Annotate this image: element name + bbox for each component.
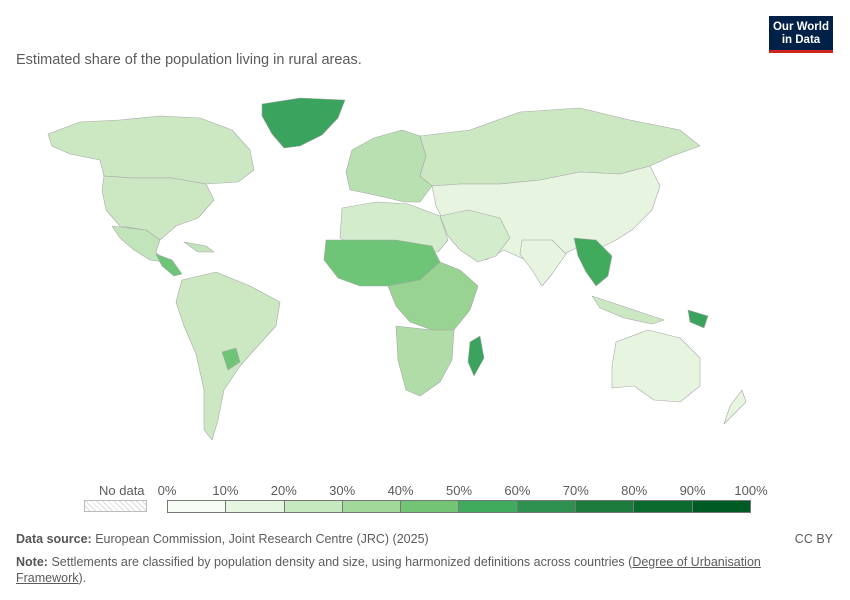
- license-label[interactable]: CC BY: [794, 532, 833, 546]
- owid-logo[interactable]: Our World in Data: [769, 16, 833, 53]
- region-usa[interactable]: [101, 175, 215, 241]
- legend-tick-label: 70%: [562, 483, 589, 498]
- legend-tick-label: 50%: [445, 483, 473, 498]
- legend-bin-3[interactable]: [342, 501, 402, 512]
- note-text: Settlements are classified by population…: [51, 555, 633, 569]
- legend-tick-label: 10%: [212, 483, 239, 498]
- legend-tick-label: 100%: [734, 483, 768, 498]
- legend-tick-label: 60%: [504, 483, 531, 498]
- legend-tick-label: 90%: [679, 483, 706, 498]
- note-end: ).: [78, 571, 87, 585]
- region-southern-africa[interactable]: [395, 325, 455, 397]
- region-central-america[interactable]: [155, 253, 183, 277]
- legend-tick-label: 80%: [621, 483, 648, 498]
- region-caribbean[interactable]: [183, 241, 215, 253]
- region-middle-east[interactable]: [439, 209, 511, 263]
- legend-bin-6[interactable]: [517, 501, 577, 512]
- legend-tick-label: 0%: [157, 483, 177, 498]
- legend-tick-label: 20%: [270, 483, 297, 498]
- map-subtitle: Estimated share of the population living…: [16, 52, 362, 68]
- region-indonesia[interactable]: [591, 295, 665, 325]
- legend-bin-7[interactable]: [576, 501, 635, 512]
- logo-line-2: in Data: [781, 33, 821, 46]
- region-greenland[interactable]: [261, 97, 346, 149]
- data-source: Data source: European Commission, Joint …: [16, 532, 429, 546]
- note-label: Note:: [16, 555, 48, 569]
- footer-note: Note: Settlements are classified by popu…: [16, 554, 786, 586]
- region-paraguay[interactable]: [221, 347, 241, 371]
- legend-bin-1[interactable]: [226, 501, 285, 512]
- legend-bin-2[interactable]: [284, 501, 343, 512]
- legend-bin-0[interactable]: [168, 501, 227, 512]
- logo-line-1: Our World: [772, 21, 829, 33]
- legend-color-bar[interactable]: [167, 500, 751, 513]
- legend-no-data-swatch: [84, 500, 147, 512]
- legend-tick-label: 40%: [387, 483, 414, 498]
- legend-bin-8[interactable]: [634, 501, 693, 512]
- region-europe[interactable]: [345, 129, 433, 203]
- legend-bin-9[interactable]: [692, 501, 750, 512]
- legend-bin-5[interactable]: [459, 501, 518, 512]
- legend-tick-label: 30%: [329, 483, 356, 498]
- legend-ticks: 0% 10% 20% 30% 40% 50% 60% 70% 80% 90% 100%: [158, 483, 768, 499]
- region-canada[interactable]: [47, 115, 255, 185]
- data-source-label: Data source:: [16, 532, 92, 546]
- degree-of-urbanisation-link[interactable]: Degree of Urbanisation Framework: [16, 555, 761, 585]
- legend-no-data-label: No data: [99, 483, 145, 498]
- region-new-zealand[interactable]: [723, 389, 747, 425]
- data-source-text: European Commission, Joint Research Cent…: [95, 532, 429, 546]
- region-australia[interactable]: [611, 329, 701, 403]
- legend-bin-4[interactable]: [401, 501, 460, 512]
- region-russia[interactable]: [419, 107, 701, 187]
- region-indochina[interactable]: [573, 237, 613, 287]
- region-india[interactable]: [519, 239, 567, 287]
- world-map[interactable]: [0, 90, 850, 470]
- region-central-africa[interactable]: [387, 261, 479, 331]
- region-madagascar[interactable]: [467, 335, 485, 377]
- region-papua-new-guinea[interactable]: [687, 309, 709, 329]
